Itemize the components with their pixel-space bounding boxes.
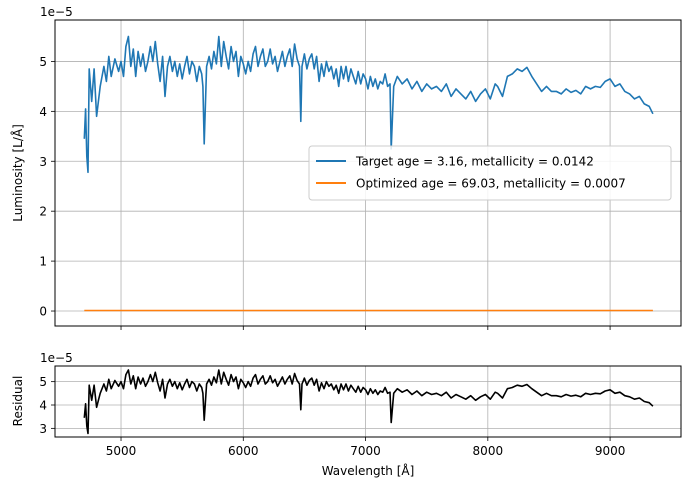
top-ytick-label-4: 4 [39,105,47,119]
top-ytick-label-1: 1 [39,255,47,269]
bottom-ticks: 5000 6000 7000 8000 9000 3 4 5 [39,375,625,458]
top-ticks: 0 1 2 3 4 5 [39,55,611,330]
bottom-xtick-label-7000: 7000 [350,444,381,458]
bottom-axes-frame [54,365,682,438]
bottom-xtick-label-5000: 5000 [106,444,137,458]
bottom-ytick-label-4: 4 [39,399,47,413]
bottom-series [83,369,654,435]
top-panel: 0 1 2 3 4 5 1e−5 Luminosity [L/Å] Target age … [10,5,682,330]
top-ytick-label-3: 3 [39,155,47,169]
legend: Target age = 3.16, metallicity = 0.0142 … [308,145,672,201]
bottom-ytick-label-5: 5 [39,375,47,389]
top-axes-frame [54,19,682,327]
target-spectrum-line [83,35,654,174]
bottom-gridlines [55,366,681,437]
top-ytick-label-5: 5 [39,55,47,69]
legend-label-optimized: Optimized age = 69.03, metallicity = 0.0… [356,177,626,191]
bottom-ytick-label-3: 3 [39,422,47,436]
bottom-y-axis-label: Residual [11,376,25,427]
bottom-offset-text: 1e−5 [40,351,73,365]
legend-label-target: Target age = 3.16, metallicity = 0.0142 [355,155,594,169]
top-ytick-label-0: 0 [39,305,47,319]
legend-box [308,145,672,201]
bottom-xtick-label-6000: 6000 [228,444,259,458]
x-axis-label: Wavelength [Å] [322,463,415,478]
top-series [83,35,654,312]
residual-line [83,369,654,435]
top-ytick-label-2: 2 [39,205,47,219]
top-offset-text: 1e−5 [40,5,73,19]
bottom-panel: 5000 6000 7000 8000 9000 3 4 5 1e−5 Residual Wa… [11,351,682,478]
top-y-axis-label: Luminosity [L/Å] [10,124,25,222]
bottom-xtick-label-8000: 8000 [473,444,504,458]
bottom-xtick-label-9000: 9000 [595,444,626,458]
